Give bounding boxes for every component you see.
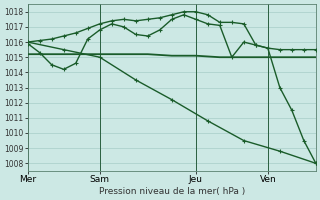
X-axis label: Pression niveau de la mer( hPa ): Pression niveau de la mer( hPa ) — [99, 187, 245, 196]
